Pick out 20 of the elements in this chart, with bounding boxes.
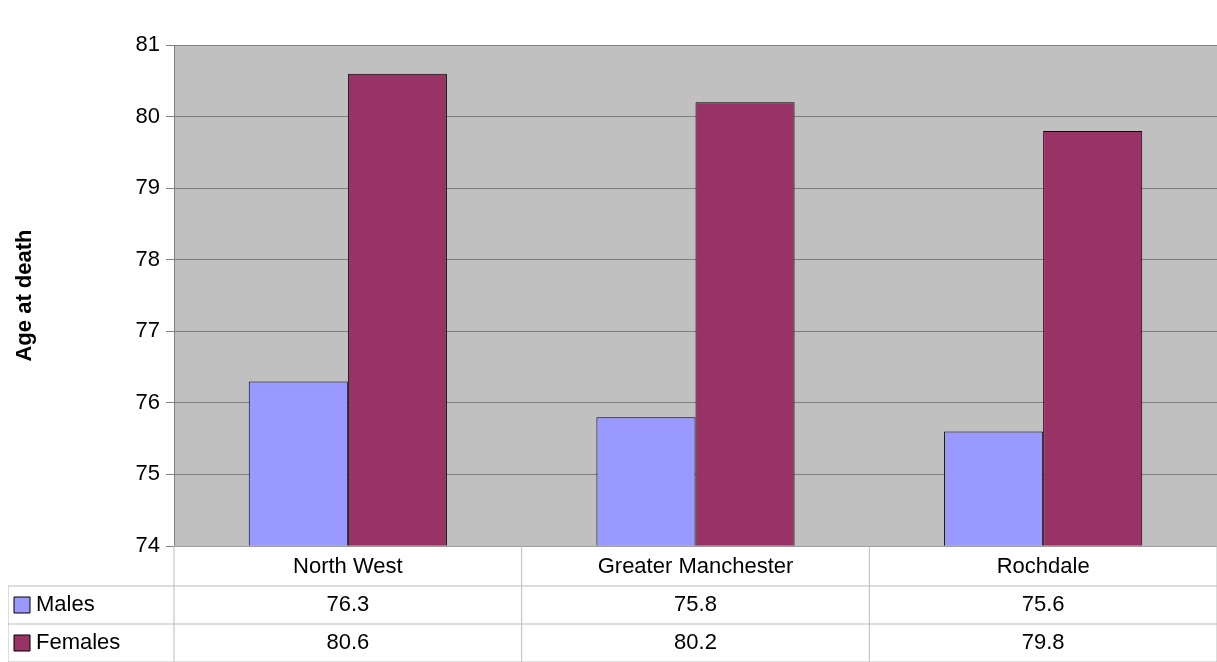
y-tick-label: 81 [135, 31, 160, 57]
data-label: 79.8 [1021, 629, 1065, 655]
data-label: 80.6 [326, 629, 370, 655]
x-tick-label: Rochdale [996, 553, 1090, 579]
legend-label: Males [36, 591, 95, 617]
data-label: 80.2 [674, 629, 717, 655]
data-label: 76.3 [326, 591, 370, 617]
y-tick-label: 78 [135, 245, 160, 271]
legend-label: Females [36, 629, 121, 655]
x-tick-label: North West [293, 553, 403, 579]
data-label: 75.8 [674, 591, 717, 617]
y-tick-label: 76 [135, 388, 160, 414]
y-tick-label: 79 [135, 174, 160, 200]
data-label: 75.6 [1021, 591, 1065, 617]
x-tick-label: Greater Manchester [597, 553, 794, 579]
y-tick-label: 80 [135, 102, 160, 128]
y-tick-label: 74 [135, 532, 160, 558]
y-axis-title: Age at death [11, 229, 37, 362]
y-tick-label: 75 [135, 460, 160, 486]
y-tick-label: 77 [135, 317, 160, 343]
